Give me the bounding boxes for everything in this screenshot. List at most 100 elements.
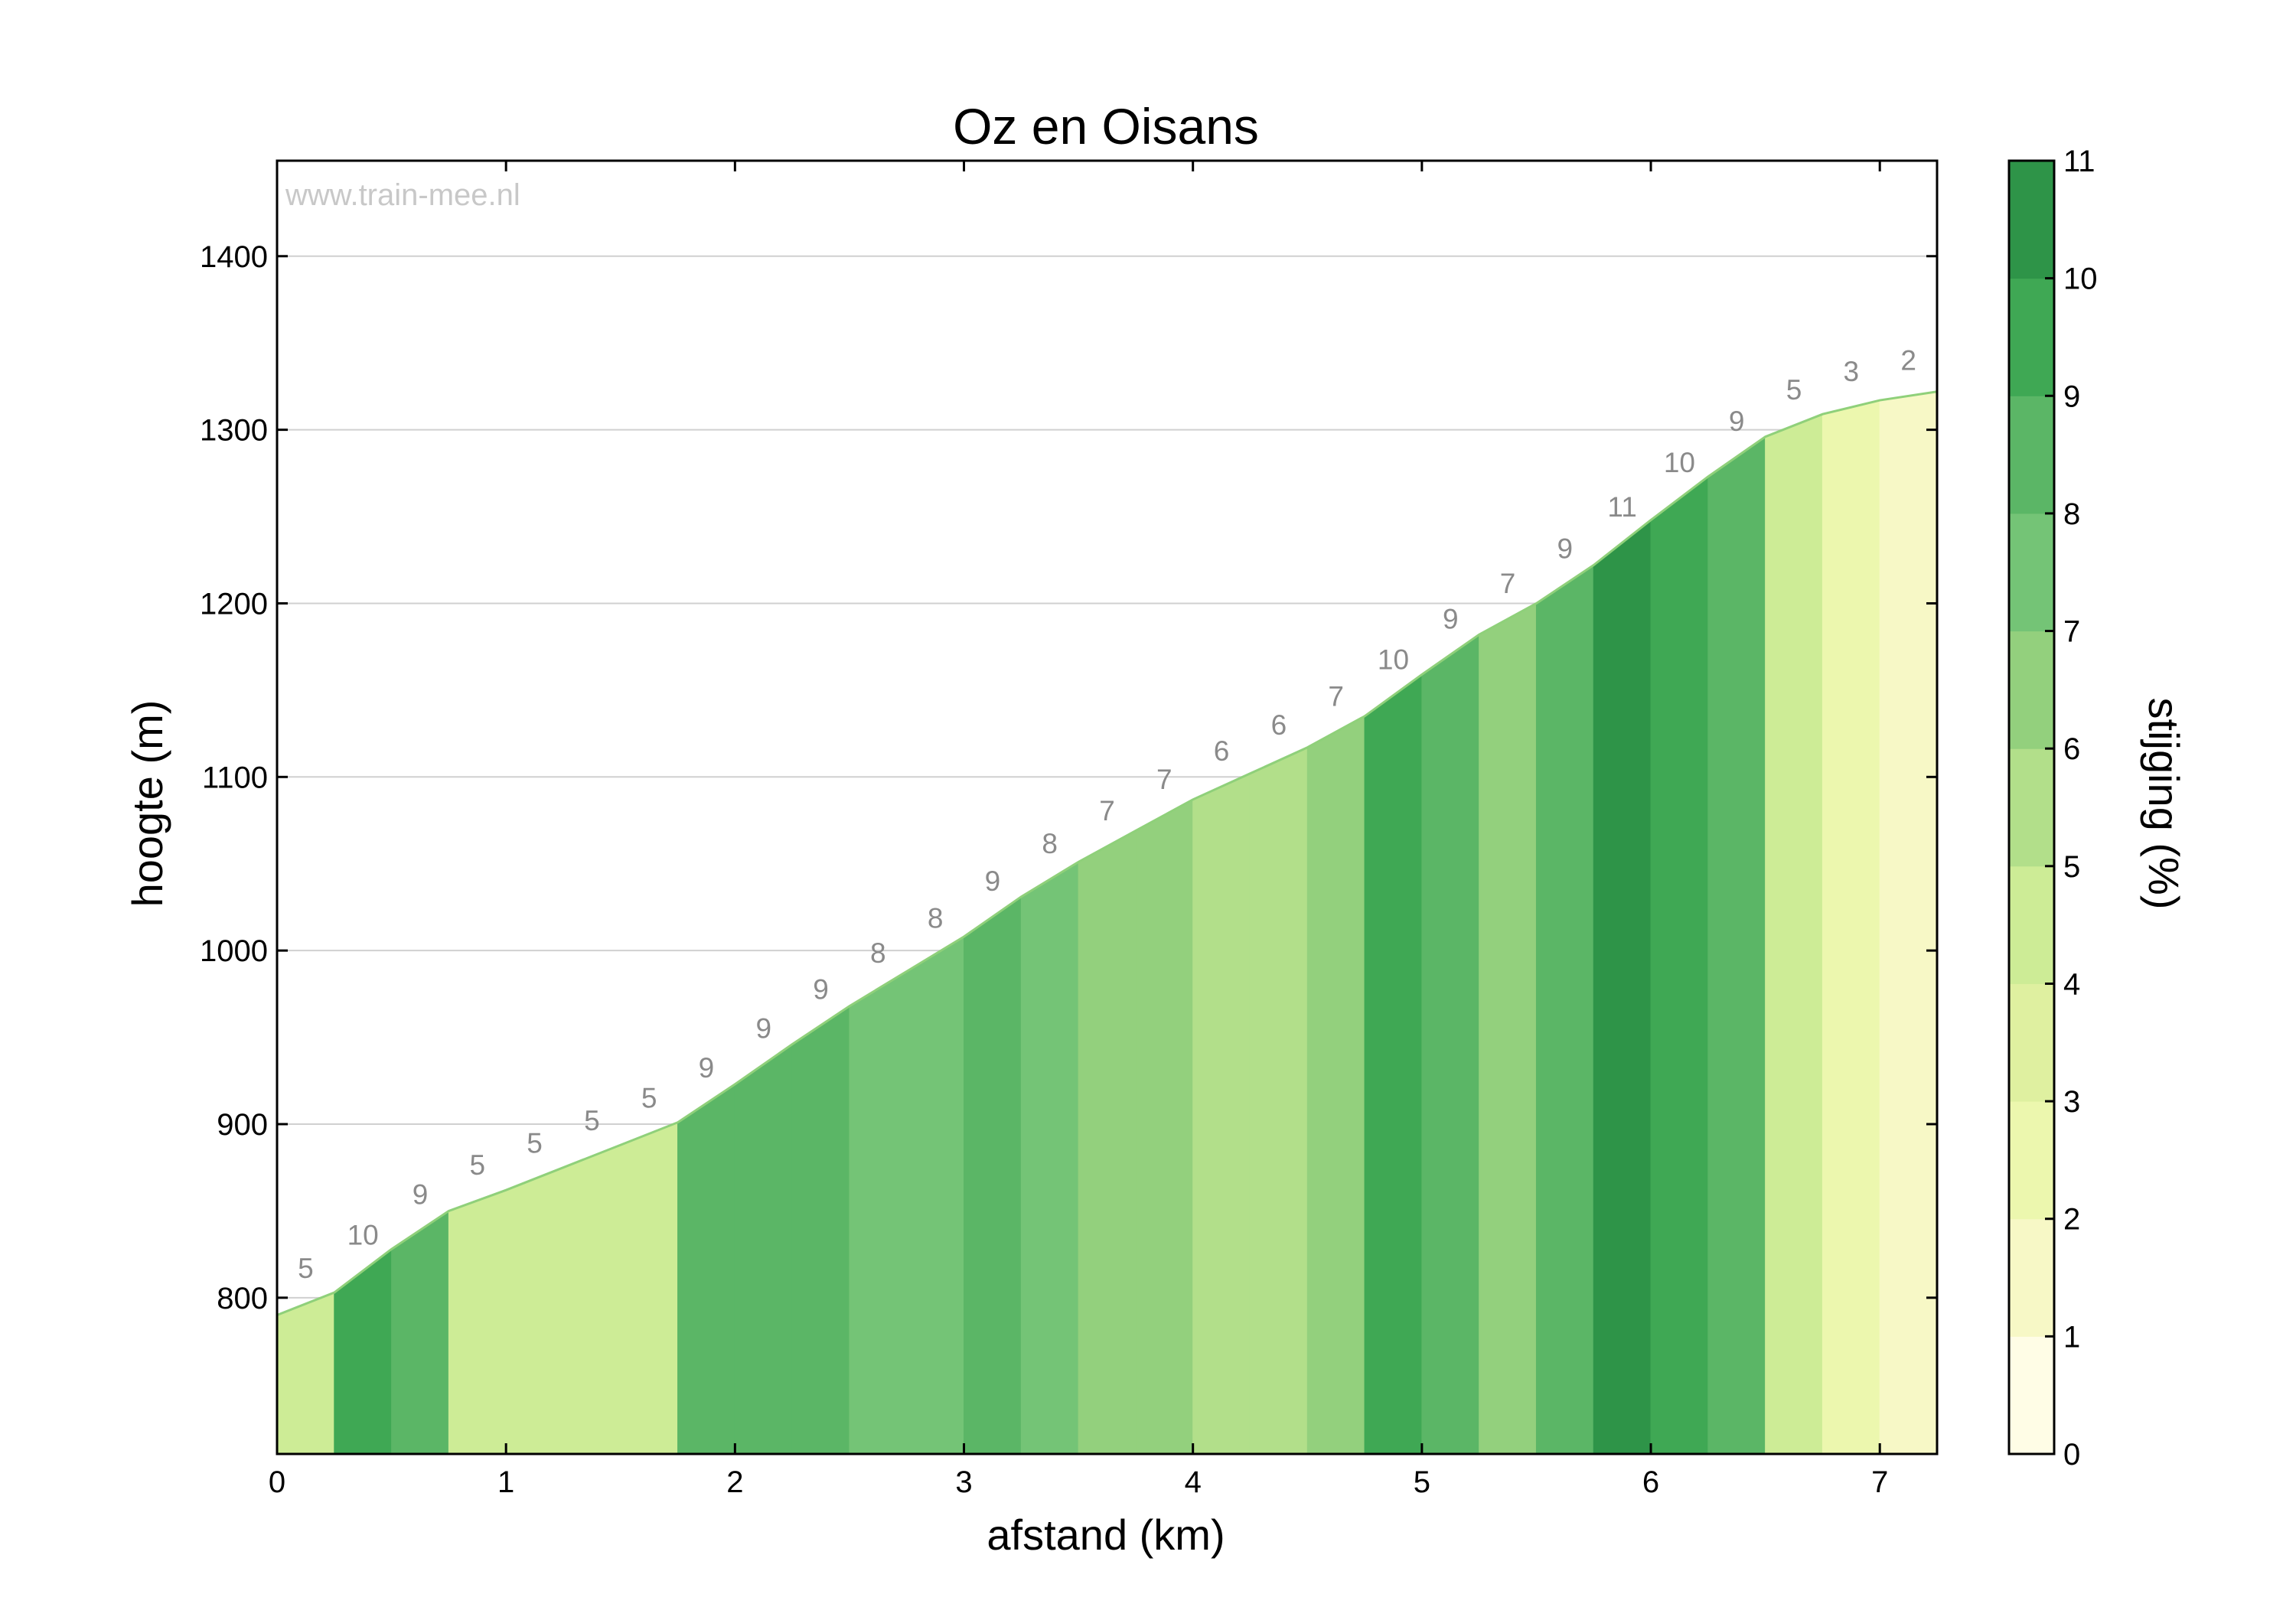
- segment-area-7: [677, 1083, 735, 1455]
- segment-area-10: [849, 970, 908, 1455]
- segment-area-18: [1306, 715, 1365, 1455]
- colorbar-tick-label-11: 11: [2063, 145, 2095, 178]
- x-tick-label-6: 6: [1642, 1465, 1659, 1499]
- grade-label-11: 8: [928, 903, 944, 934]
- segment-area-12: [964, 895, 1022, 1455]
- segment-area-11: [906, 936, 965, 1455]
- colorbar-ticks: [2045, 159, 2054, 1455]
- colorbar-band-2: [2008, 1100, 2055, 1220]
- grade-label-23: 11: [1607, 491, 1636, 523]
- grade-label-3: 5: [469, 1149, 485, 1181]
- segment-area-9: [791, 1005, 850, 1455]
- x-tick-label-0: 0: [269, 1465, 285, 1499]
- colorbar: 0 1 2 3 4 5 6 7 8 9 10 11: [2007, 145, 2098, 1472]
- y-axis-title: hoogte (m): [123, 700, 171, 908]
- grade-label-18: 7: [1328, 680, 1344, 712]
- colorbar-tick-labels: 0 1 2 3 4 5 6 7 8 9 10 11: [2063, 145, 2098, 1472]
- segment-area-28: [1879, 391, 1938, 1455]
- segment-area-16: [1192, 772, 1251, 1455]
- grade-label-7: 9: [699, 1052, 715, 1084]
- grade-label-2: 9: [413, 1178, 429, 1210]
- segment-area-13: [1020, 861, 1079, 1455]
- grade-label-19: 10: [1378, 644, 1409, 676]
- segment-area-3: [448, 1189, 507, 1455]
- segment-area-22: [1535, 564, 1594, 1455]
- grade-label-15: 7: [1156, 764, 1172, 795]
- x-tick-label-4: 4: [1185, 1465, 1202, 1499]
- grade-label-22: 9: [1557, 533, 1574, 565]
- grade-label-10: 8: [870, 937, 886, 969]
- grade-label-14: 7: [1099, 795, 1115, 826]
- colorbar-band-7: [2008, 513, 2055, 632]
- colorbar-tick-label-2: 2: [2063, 1203, 2080, 1237]
- x-tick-label-5: 5: [1414, 1465, 1430, 1499]
- grade-label-8: 9: [755, 1013, 771, 1045]
- grade-label-25: 9: [1729, 406, 1745, 437]
- colorbar-band-0: [2008, 1335, 2055, 1455]
- segment-area-14: [1078, 830, 1137, 1455]
- chart-title: Oz en Oisans: [953, 98, 1259, 155]
- colorbar-tick-label-5: 5: [2063, 850, 2080, 884]
- colorbar-tick-label-7: 7: [2063, 615, 2080, 649]
- y-tick-label-1100: 1100: [202, 761, 268, 794]
- grade-label-28: 2: [1900, 344, 1916, 376]
- x-axis-title: afstand (km): [987, 1511, 1225, 1559]
- plot-frame: [276, 159, 1939, 1455]
- segment-area-17: [1249, 746, 1308, 1455]
- y-tick-label-800: 800: [217, 1282, 268, 1315]
- grade-label-26: 5: [1786, 374, 1802, 406]
- segment-area-0: [276, 1292, 335, 1455]
- colorbar-tick-label-6: 6: [2063, 732, 2080, 766]
- y-tick-label-1400: 1400: [200, 240, 268, 274]
- y-tick-label-1300: 1300: [200, 414, 268, 448]
- y-axis-tick-labels: 800 900 1000 1100 1200 1300 1400: [200, 240, 268, 1315]
- colorbar-tick-label-0: 0: [2063, 1438, 2080, 1472]
- x-tick-label-3: 3: [955, 1465, 972, 1499]
- segment-area-25: [1707, 435, 1766, 1455]
- axis-ticks: [276, 161, 1937, 1454]
- colorbar-tick-label-9: 9: [2063, 380, 2080, 413]
- colorbar-band-9: [2008, 278, 2055, 396]
- colorbar-tick-label-3: 3: [2063, 1085, 2080, 1119]
- colorbar-title: stijging (%): [2140, 698, 2188, 910]
- grade-label-13: 8: [1042, 828, 1058, 859]
- watermark-text: www.train-mee.nl: [285, 178, 520, 212]
- grade-label-21: 7: [1500, 568, 1516, 599]
- grade-label-24: 10: [1664, 447, 1695, 478]
- grade-labels: 5 10 9 5 5 5 5 9 9 9 8 8 9 8 7 7 6 6 7 10 9 7 9 11 10 9 5 3 2: [298, 344, 1916, 1283]
- segment-area-20: [1421, 634, 1480, 1455]
- segment-area-21: [1479, 602, 1537, 1455]
- grade-label-27: 3: [1844, 356, 1860, 387]
- x-tick-label-2: 2: [726, 1465, 743, 1499]
- y-tick-label-1200: 1200: [200, 587, 268, 621]
- segment-area-4: [505, 1166, 564, 1455]
- grade-label-12: 9: [985, 865, 1001, 897]
- colorbar-bands: [2008, 160, 2055, 1455]
- colorbar-band-3: [2008, 983, 2055, 1102]
- grade-label-17: 6: [1271, 709, 1287, 741]
- colorbar-band-4: [2008, 865, 2055, 984]
- grade-label-16: 6: [1214, 735, 1230, 767]
- grade-label-5: 5: [584, 1105, 600, 1136]
- segment-area-27: [1821, 399, 1880, 1455]
- segment-area-8: [734, 1043, 793, 1455]
- colorbar-band-1: [2008, 1218, 2055, 1337]
- segment-area-26: [1765, 413, 1823, 1455]
- x-tick-label-1: 1: [497, 1465, 514, 1499]
- grade-label-0: 5: [298, 1253, 314, 1284]
- segment-area-6: [620, 1121, 679, 1455]
- segment-area-19: [1364, 673, 1423, 1455]
- colorbar-frame: [2007, 159, 2056, 1455]
- grade-label-1: 10: [347, 1220, 379, 1251]
- x-tick-label-7: 7: [1871, 1465, 1888, 1499]
- y-tick-label-1000: 1000: [200, 934, 268, 968]
- y-tick-label-900: 900: [217, 1108, 268, 1142]
- segment-area-15: [1135, 798, 1194, 1455]
- elevation-profile-line: [276, 390, 1938, 1316]
- segment-area-1: [334, 1248, 393, 1455]
- grade-label-20: 9: [1443, 603, 1459, 634]
- segment-area-5: [563, 1144, 621, 1455]
- grade-area-segments: [276, 391, 1938, 1455]
